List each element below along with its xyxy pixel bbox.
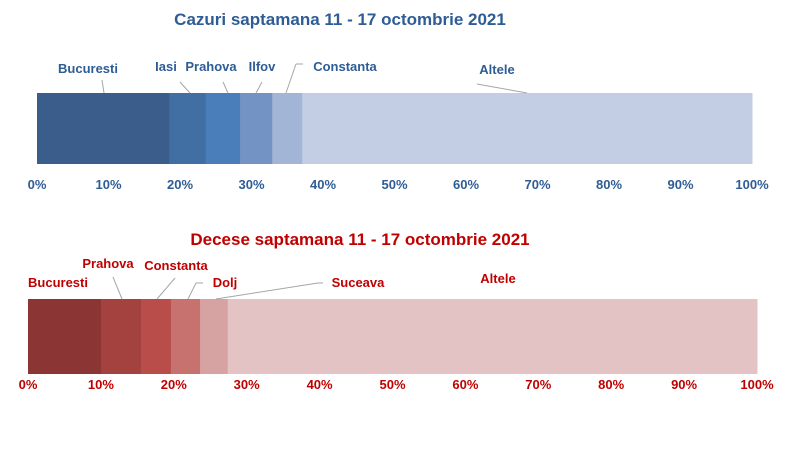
deaths-leader-line bbox=[156, 277, 176, 300]
cases-data-label: Iasi bbox=[155, 59, 177, 74]
deaths-data-label: Suceava bbox=[332, 275, 386, 290]
deaths-bar-segment-suceava bbox=[200, 299, 229, 374]
cases-data-label: Ilfov bbox=[249, 59, 276, 74]
cases-leader-line bbox=[101, 79, 105, 94]
deaths-x-tick-label: 10% bbox=[88, 377, 114, 392]
deaths-bar-segment-bucuresti bbox=[28, 299, 102, 374]
deaths-chart-title: Decese saptamana 11 - 17 octombrie 2021 bbox=[190, 230, 529, 249]
cases-x-tick-label: 70% bbox=[524, 177, 550, 192]
cases-x-tick-label: 50% bbox=[381, 177, 407, 192]
deaths-x-tick-label: 40% bbox=[307, 377, 333, 392]
cases-x-tick-label: 80% bbox=[596, 177, 622, 192]
cases-data-label: Altele bbox=[479, 62, 514, 77]
cases-leader-line bbox=[222, 81, 229, 94]
cases-bar-segment-bucuresti bbox=[37, 93, 170, 164]
deaths-x-tick-label: 100% bbox=[740, 377, 774, 392]
cases-chart-title: Cazuri saptamana 11 - 17 octombrie 2021 bbox=[174, 10, 506, 29]
cases-bar-segment-constanta bbox=[272, 93, 303, 164]
cases-x-tick-label: 60% bbox=[453, 177, 479, 192]
deaths-bar-segment-altele bbox=[227, 299, 758, 374]
deaths-x-tick-label: 80% bbox=[598, 377, 624, 392]
deaths-x-tick-label: 0% bbox=[19, 377, 38, 392]
cases-bar-segment-iasi bbox=[169, 93, 207, 164]
cases-data-label: Constanta bbox=[313, 59, 377, 74]
cases-leader-line bbox=[476, 83, 528, 94]
cases-x-tick-label: 20% bbox=[167, 177, 193, 192]
cases-data-label: Prahova bbox=[185, 59, 237, 74]
deaths-data-label: Prahova bbox=[82, 256, 134, 271]
deaths-bar-segment-prahova bbox=[100, 299, 142, 374]
deaths-leader-line bbox=[112, 276, 123, 300]
deaths-data-label: Bucuresti bbox=[28, 275, 88, 290]
deaths-leader-line bbox=[215, 282, 319, 300]
deaths-bar-segment-dolj bbox=[170, 299, 201, 374]
cases-x-tick-label: 30% bbox=[238, 177, 264, 192]
deaths-x-tick-label: 30% bbox=[234, 377, 260, 392]
cases-data-label: Bucuresti bbox=[58, 61, 118, 76]
deaths-data-label: Constanta bbox=[144, 258, 208, 273]
deaths-x-tick-label: 90% bbox=[671, 377, 697, 392]
cases-leader-line bbox=[255, 81, 263, 94]
cases-bar-segment-ilfov bbox=[240, 93, 273, 164]
cases-x-tick-label: 0% bbox=[28, 177, 47, 192]
deaths-leader-line bbox=[187, 282, 197, 300]
cases-leader-line bbox=[285, 63, 297, 94]
cases-x-tick-label: 40% bbox=[310, 177, 336, 192]
cases-bar-segment-altele bbox=[302, 93, 753, 164]
cases-x-tick-label: 100% bbox=[735, 177, 769, 192]
deaths-x-tick-label: 20% bbox=[161, 377, 187, 392]
cases-x-tick-label: 10% bbox=[95, 177, 121, 192]
deaths-data-label: Dolj bbox=[213, 275, 238, 290]
cases-leader-line bbox=[179, 81, 191, 94]
cases-x-tick-label: 90% bbox=[667, 177, 693, 192]
deaths-data-label: Altele bbox=[480, 271, 515, 286]
deaths-x-tick-label: 70% bbox=[525, 377, 551, 392]
deaths-x-tick-label: 50% bbox=[379, 377, 405, 392]
deaths-x-tick-label: 60% bbox=[452, 377, 478, 392]
cases-bar-segment-prahova bbox=[205, 93, 241, 164]
deaths-bar-segment-constanta bbox=[140, 299, 172, 374]
